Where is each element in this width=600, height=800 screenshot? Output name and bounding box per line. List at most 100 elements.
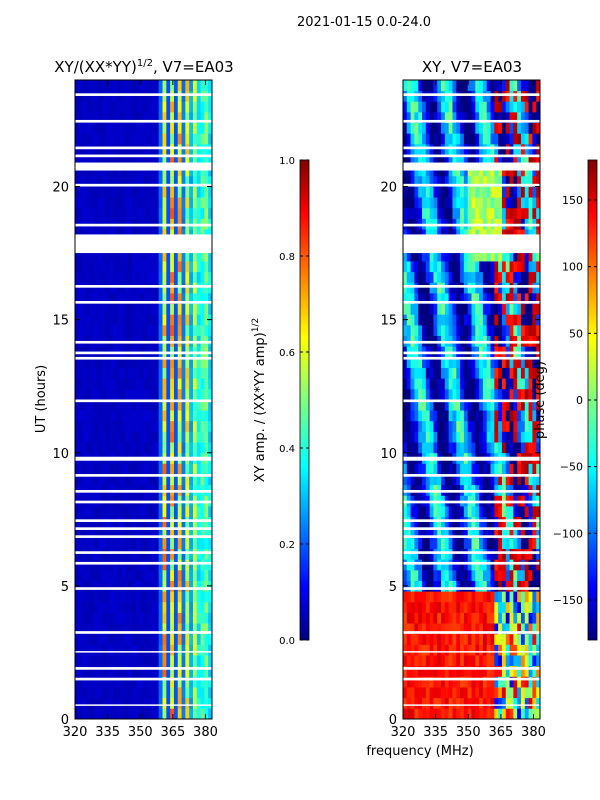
heatmap-cell — [509, 293, 514, 305]
heatmap-cell — [437, 506, 442, 518]
heatmap-cell — [422, 516, 427, 528]
heatmap-cell — [94, 207, 99, 219]
heatmap-cell — [414, 388, 419, 400]
heatmap-cell — [75, 271, 80, 283]
masked-band — [403, 119, 540, 123]
heatmap-cell — [448, 271, 453, 283]
heatmap-cell — [113, 442, 118, 454]
heatmap-cell — [460, 388, 465, 400]
heatmap-cell — [86, 623, 91, 635]
heatmap-cell — [185, 378, 190, 390]
heatmap-cell — [116, 399, 122, 411]
heatmap-cell — [509, 154, 514, 166]
heatmap-cell — [425, 559, 431, 571]
heatmap-cell — [524, 644, 529, 656]
heatmap-cell — [181, 261, 186, 273]
heatmap-cell — [536, 388, 541, 400]
heatmap-cell — [132, 591, 137, 603]
heatmap-cell — [204, 261, 209, 273]
heatmap-cell — [75, 601, 80, 613]
heatmap-cell — [113, 154, 118, 166]
heatmap-cell — [86, 410, 91, 422]
heatmap-cell — [532, 474, 537, 486]
heatmap-cell — [463, 516, 469, 528]
heatmap-cell — [97, 601, 103, 613]
heatmap-cell — [189, 474, 194, 486]
heatmap-cell — [479, 90, 484, 102]
heatmap-cell — [75, 80, 80, 92]
heatmap-cell — [82, 388, 87, 400]
heatmap-cell — [200, 80, 205, 92]
heatmap-cell — [505, 474, 510, 486]
heatmap-cell — [143, 101, 148, 113]
heatmap-cell — [147, 697, 152, 709]
heatmap-cell — [471, 261, 476, 273]
heatmap-cell — [433, 133, 438, 145]
heatmap-cell — [94, 197, 99, 209]
heatmap-cell — [143, 569, 148, 581]
heatmap-cell — [467, 708, 472, 720]
heatmap-cell — [463, 282, 469, 294]
heatmap-cell — [482, 367, 488, 379]
heatmap-cell — [513, 388, 518, 400]
heatmap-cell — [517, 569, 522, 581]
heatmap-cell — [505, 356, 510, 368]
heatmap-cell — [532, 527, 537, 539]
heatmap-cell — [422, 537, 427, 549]
heatmap-cell — [120, 133, 125, 145]
heatmap-cell — [524, 143, 529, 155]
heatmap-cell — [414, 463, 419, 475]
heatmap-cell — [403, 569, 408, 581]
heatmap-cell — [143, 367, 148, 379]
heatmap-cell — [403, 197, 408, 209]
heatmap-cell — [501, 250, 507, 262]
heatmap-cell — [448, 250, 453, 262]
heatmap-cell — [86, 474, 91, 486]
masked-band — [403, 340, 540, 344]
heatmap-cell — [124, 431, 129, 443]
heatmap-cell — [116, 601, 122, 613]
heatmap-cell — [486, 143, 491, 155]
heatmap-cell — [86, 644, 91, 656]
colorbar-tick-label: 0 — [576, 394, 583, 407]
heatmap-cell — [189, 271, 194, 283]
masked-band — [75, 351, 212, 355]
heatmap-cell — [513, 410, 518, 422]
heatmap-cell — [429, 580, 434, 592]
heatmap-cell — [482, 154, 488, 166]
heatmap-cell — [181, 676, 186, 688]
heatmap-cell — [498, 623, 503, 635]
heatmap-cell — [448, 101, 453, 113]
heatmap-cell — [479, 420, 484, 432]
heatmap-cell — [479, 133, 484, 145]
heatmap-cell — [509, 420, 514, 432]
heatmap-cell — [170, 250, 175, 262]
heatmap-cell — [482, 506, 488, 518]
heatmap-cell — [532, 367, 537, 379]
heatmap-cell — [513, 293, 518, 305]
heatmap-cell — [475, 676, 480, 688]
heatmap-cell — [509, 90, 514, 102]
heatmap-cell — [410, 143, 415, 155]
heatmap-cell — [532, 143, 537, 155]
heatmap-cell — [116, 633, 122, 645]
heatmap-cell — [456, 122, 461, 134]
heatmap-cell — [113, 601, 118, 613]
heatmap-cell — [158, 293, 163, 305]
heatmap-cell — [97, 282, 103, 294]
heatmap-cell — [196, 580, 201, 592]
heatmap-cell — [498, 537, 503, 549]
heatmap-cell — [120, 388, 125, 400]
heatmap-cell — [456, 197, 461, 209]
heatmap-cell — [82, 420, 87, 432]
heatmap-cell — [139, 90, 144, 102]
heatmap-cell — [200, 633, 205, 645]
heatmap-cell — [139, 122, 144, 134]
heatmap-cell — [456, 101, 461, 113]
heatmap-cell — [410, 250, 415, 262]
heatmap-cell — [494, 80, 499, 92]
heatmap-cell — [471, 356, 476, 368]
heatmap-cell — [135, 633, 141, 645]
heatmap-cell — [433, 122, 438, 134]
heatmap-cell — [520, 633, 526, 645]
